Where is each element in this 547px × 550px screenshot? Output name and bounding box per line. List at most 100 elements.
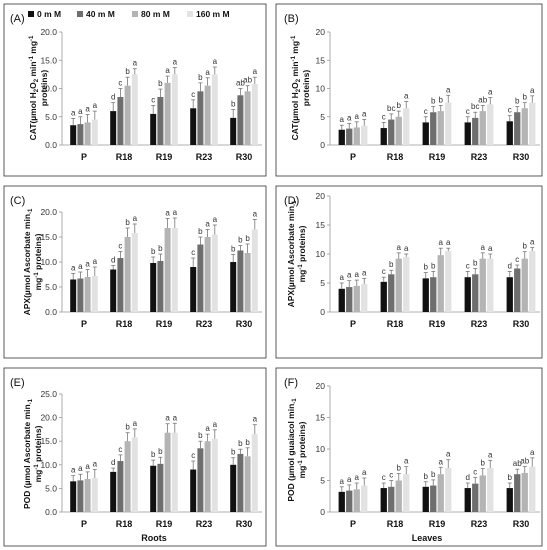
- significance-letter: d: [111, 458, 115, 467]
- significance-letter: b: [515, 97, 520, 106]
- bar: [91, 119, 98, 145]
- y-tick-label: 0: [320, 140, 325, 150]
- bar: [529, 251, 536, 312]
- significance-letter: b: [151, 450, 156, 459]
- bar: [131, 437, 138, 512]
- y-axis-label: CAT(µmol H2O2 min-1 mg-1: [28, 35, 40, 140]
- bar: [157, 261, 164, 312]
- x-tick-label: R23: [471, 519, 488, 529]
- y-tick-label: 5: [320, 476, 325, 486]
- significance-letter: c: [382, 112, 386, 121]
- bar: [388, 274, 395, 312]
- significance-letter: a: [340, 115, 345, 124]
- bar: [190, 108, 197, 145]
- significance-letter: a: [253, 415, 258, 424]
- panel-label: (A): [10, 13, 25, 25]
- bar: [422, 278, 429, 312]
- significance-letter: a: [530, 86, 535, 95]
- panel-label: (B): [284, 13, 299, 25]
- y-tick-label: 5.0: [45, 282, 57, 292]
- significance-letter: a: [530, 238, 535, 247]
- bar: [487, 258, 494, 312]
- bar: [150, 465, 157, 512]
- bar: [422, 122, 429, 145]
- bar: [124, 85, 131, 145]
- bar: [164, 82, 171, 145]
- significance-letter: b: [473, 259, 478, 268]
- bar: [346, 287, 353, 312]
- x-tick-label: R19: [429, 519, 446, 529]
- y-tick-label: 5: [320, 278, 325, 288]
- bar: [157, 463, 164, 512]
- bar: [204, 85, 211, 145]
- x-tick-label: R30: [513, 152, 530, 162]
- y-tick-label: 25.0: [40, 389, 57, 399]
- y-axis-label: CAT(µmol H2O2 min-1 mg-1: [290, 35, 302, 140]
- bar: [487, 104, 494, 145]
- panel-label: (E): [10, 377, 25, 389]
- bar: [430, 485, 437, 512]
- bar: [464, 122, 471, 145]
- significance-letter: c: [118, 242, 122, 251]
- significance-letter: a: [173, 208, 178, 217]
- y-tick-label: 10: [316, 84, 326, 94]
- y-tick-label: 15.0: [40, 55, 57, 65]
- significance-letter: b: [125, 218, 130, 227]
- bar: [171, 74, 178, 145]
- legend-swatch: [187, 11, 193, 17]
- significance-letter: b: [431, 261, 436, 270]
- x-tick-label: R19: [156, 519, 173, 529]
- bar: [131, 74, 138, 145]
- bar: [514, 268, 521, 312]
- significance-letter: c: [466, 261, 470, 270]
- x-axis-title: Leaves: [412, 533, 443, 543]
- significance-letter: b: [238, 439, 243, 448]
- bar: [346, 128, 353, 145]
- bar: [514, 474, 521, 512]
- bar: [353, 489, 360, 512]
- legend-item: 160 m M: [187, 9, 230, 19]
- significance-letter: c: [473, 467, 477, 476]
- significance-letter: a: [362, 110, 367, 119]
- y-tick-label: 0: [320, 307, 325, 317]
- bar: [353, 127, 360, 145]
- bar: [445, 251, 452, 312]
- y-tick-label: 20.0: [40, 413, 57, 423]
- bar: [437, 111, 444, 145]
- significance-letter: b: [231, 245, 236, 254]
- significance-letter: a: [165, 66, 170, 75]
- bar: [237, 250, 244, 312]
- panel-label: (D): [284, 195, 299, 207]
- significance-letter: a: [355, 473, 360, 482]
- legend-item: 80 m M: [132, 9, 170, 19]
- significance-letter: b: [245, 438, 250, 447]
- significance-letter: b: [245, 234, 250, 243]
- bar: [164, 432, 171, 512]
- significance-letter: c: [382, 473, 386, 482]
- significance-letter: b: [431, 97, 436, 106]
- y-axis-label-line2: proteins): [301, 70, 311, 107]
- y-tick-label: 10.0: [40, 84, 57, 94]
- bar: [361, 284, 368, 312]
- significance-letter: a: [355, 270, 360, 279]
- bar: [529, 102, 536, 145]
- significance-letter: a: [213, 420, 218, 429]
- significance-letter: a: [439, 457, 444, 466]
- significance-letter: c: [191, 451, 195, 460]
- bar: [514, 112, 521, 145]
- y-tick-label: 20: [316, 381, 326, 391]
- x-tick-label: R23: [471, 152, 488, 162]
- x-tick-label: R19: [429, 152, 446, 162]
- bar: [464, 488, 471, 512]
- bar: [395, 116, 402, 145]
- x-tick-label: P: [81, 519, 87, 529]
- significance-letter: a: [173, 58, 178, 67]
- x-tick-label: R30: [236, 152, 253, 162]
- y-axis-label-line2: mg-1 proteins): [297, 225, 307, 282]
- y-axis-label-line2: mg-1 proteins): [33, 233, 43, 290]
- y-tick-label: 0.0: [45, 140, 57, 150]
- y-tick-label: 10.0: [40, 460, 57, 470]
- bar: [521, 258, 528, 312]
- bar: [445, 467, 452, 512]
